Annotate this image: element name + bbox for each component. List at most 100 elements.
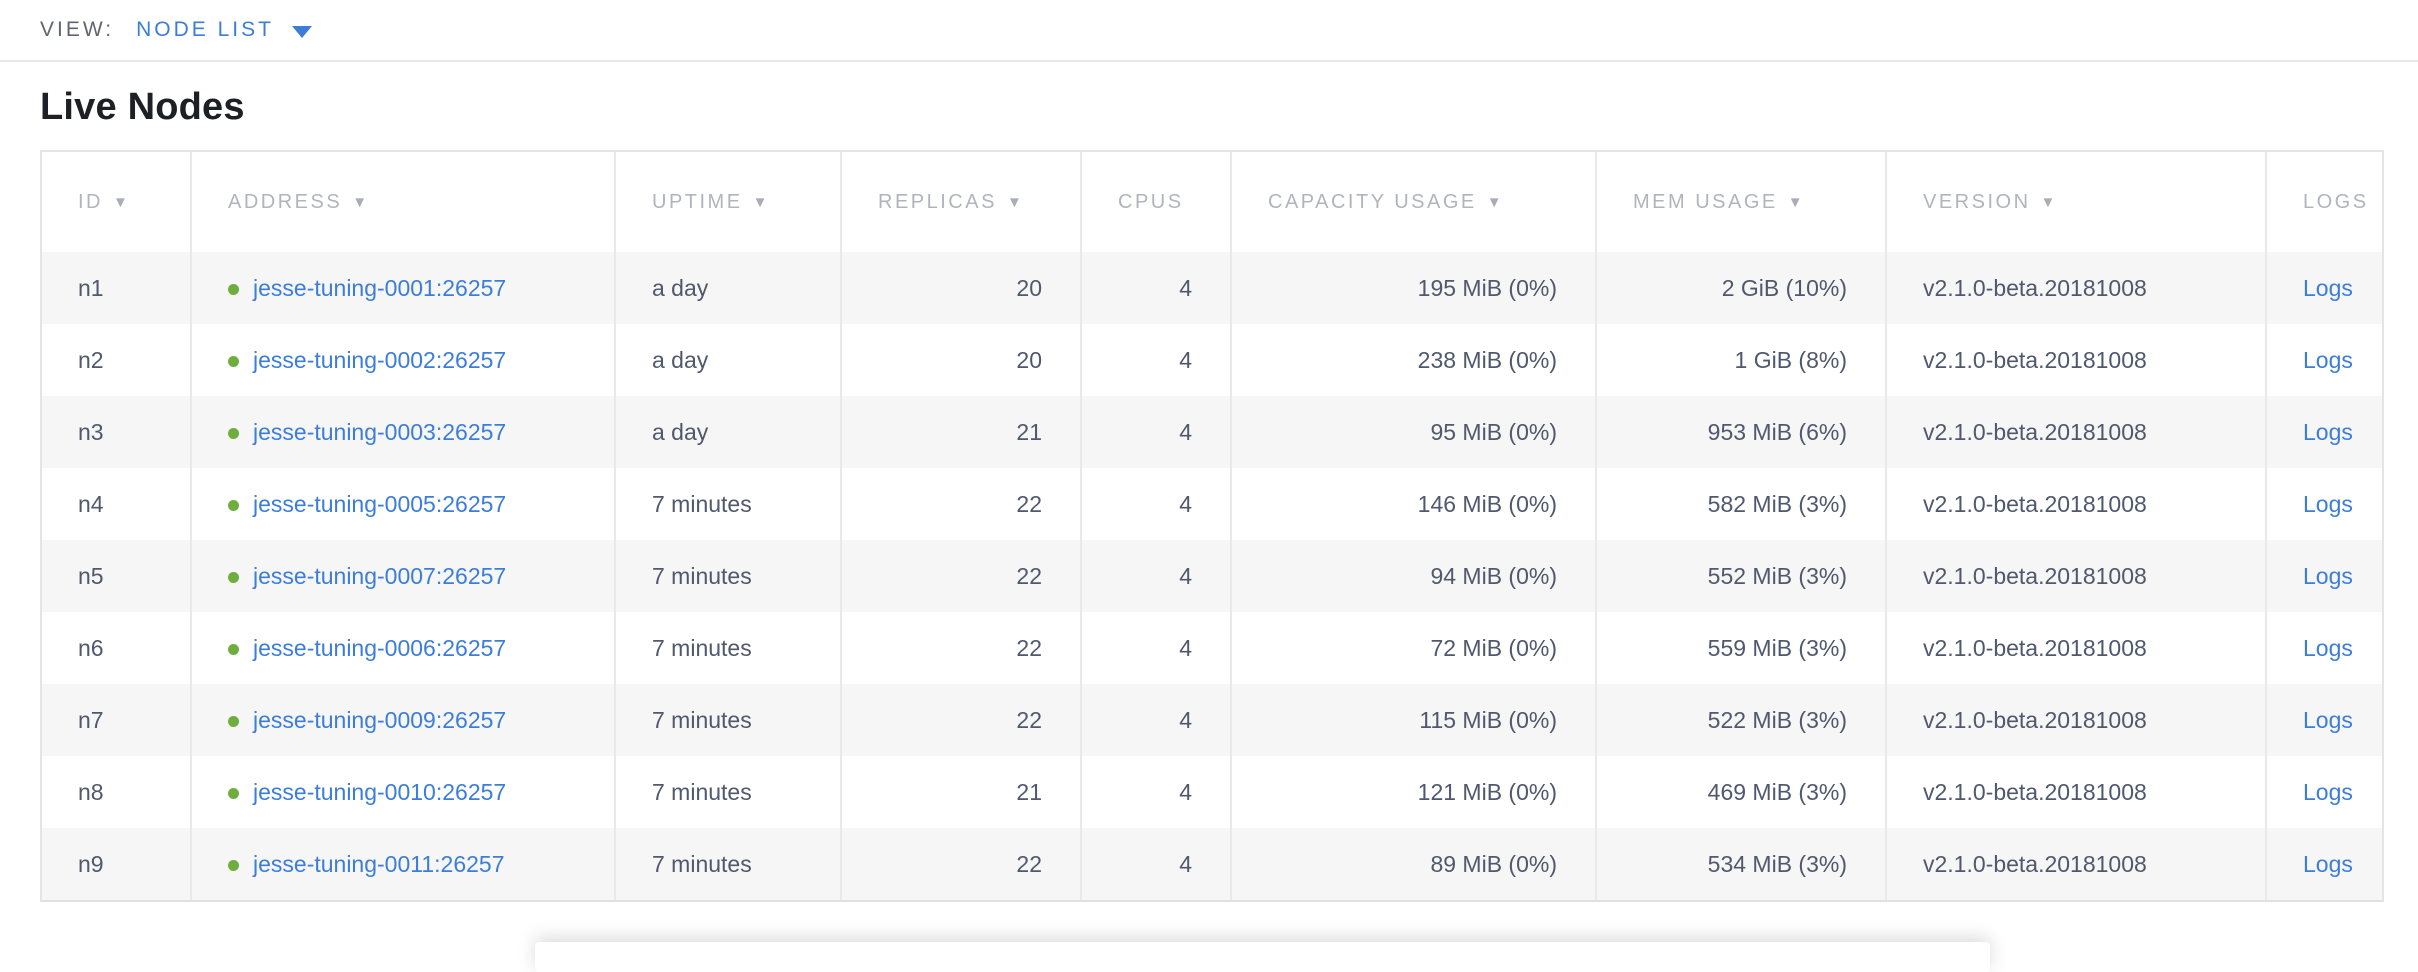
logs-link[interactable]: Logs bbox=[2303, 418, 2353, 445]
logs-link[interactable]: Logs bbox=[2303, 562, 2353, 589]
node-mem-usage-cell: 582 MiB (3%) bbox=[1595, 468, 1885, 540]
logs-link[interactable]: Logs bbox=[2303, 634, 2353, 661]
logs-cell: Logs bbox=[2265, 540, 2382, 612]
node-healthy-dot-icon bbox=[228, 859, 239, 871]
node-address-link[interactable]: jesse-tuning-0007:26257 bbox=[253, 562, 507, 589]
table-row: n6 jesse-tuning-0006:26257 7 minutes 22 … bbox=[42, 612, 2382, 684]
node-id-cell: n6 bbox=[78, 634, 104, 661]
node-mem-usage-cell: 953 MiB (6%) bbox=[1595, 396, 1885, 468]
node-version-cell: v2.1.0-beta.20181008 bbox=[1885, 252, 2265, 324]
column-header-id[interactable]: ID ▼ bbox=[78, 190, 131, 213]
node-capacity-usage-cell: 72 MiB (0%) bbox=[1230, 612, 1595, 684]
node-capacity-usage-cell: 115 MiB (0%) bbox=[1230, 684, 1595, 756]
table-row: n7 jesse-tuning-0009:26257 7 minutes 22 … bbox=[42, 684, 2382, 756]
node-uptime-cell: 7 minutes bbox=[614, 468, 840, 540]
node-address-cell: jesse-tuning-0002:26257 bbox=[190, 324, 614, 396]
node-mem-usage-cell: 559 MiB (3%) bbox=[1595, 612, 1885, 684]
node-healthy-dot-icon bbox=[228, 355, 239, 367]
node-capacity-usage-cell: 195 MiB (0%) bbox=[1230, 252, 1595, 324]
table-header-row: ID ▼ ADDRESS ▼ UPTIME ▼ REPLICAS ▼ CPUS CAPA… bbox=[42, 152, 2382, 252]
node-address-cell: jesse-tuning-0003:26257 bbox=[190, 396, 614, 468]
node-address-cell: jesse-tuning-0010:26257 bbox=[190, 756, 614, 828]
node-replicas-cell: 22 bbox=[840, 684, 1080, 756]
node-address-link[interactable]: jesse-tuning-0002:26257 bbox=[253, 346, 507, 373]
node-address-link[interactable]: jesse-tuning-0001:26257 bbox=[253, 274, 507, 301]
node-id-cell: n5 bbox=[78, 562, 104, 589]
node-cpus-cell: 4 bbox=[1080, 396, 1230, 468]
node-cpus-cell: 4 bbox=[1080, 684, 1230, 756]
node-uptime-cell: 7 minutes bbox=[614, 612, 840, 684]
chevron-down-icon bbox=[291, 25, 312, 38]
node-mem-usage-cell: 522 MiB (3%) bbox=[1595, 684, 1885, 756]
logs-link[interactable]: Logs bbox=[2303, 274, 2353, 301]
column-header-capacity-usage[interactable]: CAPACITY USAGE ▼ bbox=[1230, 152, 1595, 252]
node-healthy-dot-icon bbox=[228, 571, 239, 583]
node-uptime-cell: 7 minutes bbox=[614, 540, 840, 612]
table-row: n9 jesse-tuning-0011:26257 7 minutes 22 … bbox=[42, 828, 2382, 900]
node-id-cell: n2 bbox=[78, 346, 104, 373]
node-healthy-dot-icon bbox=[228, 787, 239, 799]
logs-link[interactable]: Logs bbox=[2303, 850, 2353, 877]
logs-link[interactable]: Logs bbox=[2303, 346, 2353, 373]
node-capacity-usage-cell: 121 MiB (0%) bbox=[1230, 756, 1595, 828]
column-header-uptime[interactable]: UPTIME ▼ bbox=[614, 152, 840, 252]
node-address-cell: jesse-tuning-0011:26257 bbox=[190, 828, 614, 900]
node-capacity-usage-cell: 94 MiB (0%) bbox=[1230, 540, 1595, 612]
node-mem-usage-cell: 534 MiB (3%) bbox=[1595, 828, 1885, 900]
node-cpus-cell: 4 bbox=[1080, 756, 1230, 828]
node-capacity-usage-cell: 238 MiB (0%) bbox=[1230, 324, 1595, 396]
node-version-cell: v2.1.0-beta.20181008 bbox=[1885, 684, 2265, 756]
node-id-cell: n7 bbox=[78, 706, 104, 733]
node-version-cell: v2.1.0-beta.20181008 bbox=[1885, 612, 2265, 684]
node-cpus-cell: 4 bbox=[1080, 468, 1230, 540]
node-address-link[interactable]: jesse-tuning-0011:26257 bbox=[253, 850, 505, 877]
logs-link[interactable]: Logs bbox=[2303, 778, 2353, 805]
column-header-replicas[interactable]: REPLICAS ▼ bbox=[840, 152, 1080, 252]
node-address-link[interactable]: jesse-tuning-0009:26257 bbox=[253, 706, 507, 733]
node-replicas-cell: 22 bbox=[840, 540, 1080, 612]
node-version-cell: v2.1.0-beta.20181008 bbox=[1885, 396, 2265, 468]
node-list-table: ID ▼ ADDRESS ▼ UPTIME ▼ REPLICAS ▼ CPUS CAPA… bbox=[40, 150, 2384, 902]
logs-link[interactable]: Logs bbox=[2303, 490, 2353, 517]
node-capacity-usage-cell: 146 MiB (0%) bbox=[1230, 468, 1595, 540]
node-cpus-cell: 4 bbox=[1080, 252, 1230, 324]
node-replicas-cell: 22 bbox=[840, 612, 1080, 684]
node-id-cell: n3 bbox=[78, 418, 104, 445]
table-row: n4 jesse-tuning-0005:26257 7 minutes 22 … bbox=[42, 468, 2382, 540]
node-address-link[interactable]: jesse-tuning-0003:26257 bbox=[253, 418, 507, 445]
node-version-cell: v2.1.0-beta.20181008 bbox=[1885, 468, 2265, 540]
node-version-cell: v2.1.0-beta.20181008 bbox=[1885, 828, 2265, 900]
view-dropdown[interactable]: NODE LIST bbox=[136, 18, 312, 42]
node-cpus-cell: 4 bbox=[1080, 828, 1230, 900]
node-address-cell: jesse-tuning-0005:26257 bbox=[190, 468, 614, 540]
logs-cell: Logs bbox=[2265, 324, 2382, 396]
column-header-address[interactable]: ADDRESS ▼ bbox=[190, 152, 614, 252]
sort-desc-icon: ▼ bbox=[752, 193, 770, 211]
node-version-cell: v2.1.0-beta.20181008 bbox=[1885, 540, 2265, 612]
column-header-cpus: CPUS bbox=[1080, 152, 1230, 252]
node-address-link[interactable]: jesse-tuning-0005:26257 bbox=[253, 490, 507, 517]
node-uptime-cell: 7 minutes bbox=[614, 684, 840, 756]
column-header-mem-usage[interactable]: MEM USAGE ▼ bbox=[1595, 152, 1885, 252]
node-id-cell: n9 bbox=[78, 850, 104, 877]
node-cpus-cell: 4 bbox=[1080, 540, 1230, 612]
node-replicas-cell: 21 bbox=[840, 756, 1080, 828]
node-version-cell: v2.1.0-beta.20181008 bbox=[1885, 324, 2265, 396]
sort-desc-icon: ▼ bbox=[2040, 193, 2058, 211]
logs-link[interactable]: Logs bbox=[2303, 706, 2353, 733]
node-mem-usage-cell: 469 MiB (3%) bbox=[1595, 756, 1885, 828]
node-replicas-cell: 20 bbox=[840, 252, 1080, 324]
node-address-cell: jesse-tuning-0009:26257 bbox=[190, 684, 614, 756]
node-cpus-cell: 4 bbox=[1080, 324, 1230, 396]
node-cpus-cell: 4 bbox=[1080, 612, 1230, 684]
column-header-version[interactable]: VERSION ▼ bbox=[1885, 152, 2265, 252]
node-address-link[interactable]: jesse-tuning-0010:26257 bbox=[253, 778, 507, 805]
node-replicas-cell: 22 bbox=[840, 828, 1080, 900]
logs-cell: Logs bbox=[2265, 684, 2382, 756]
table-row: n3 jesse-tuning-0003:26257 a day 21 4 95… bbox=[42, 396, 2382, 468]
node-mem-usage-cell: 1 GiB (8%) bbox=[1595, 324, 1885, 396]
table-row: n8 jesse-tuning-0010:26257 7 minutes 21 … bbox=[42, 756, 2382, 828]
logs-cell: Logs bbox=[2265, 756, 2382, 828]
node-address-cell: jesse-tuning-0007:26257 bbox=[190, 540, 614, 612]
node-address-link[interactable]: jesse-tuning-0006:26257 bbox=[253, 634, 507, 661]
